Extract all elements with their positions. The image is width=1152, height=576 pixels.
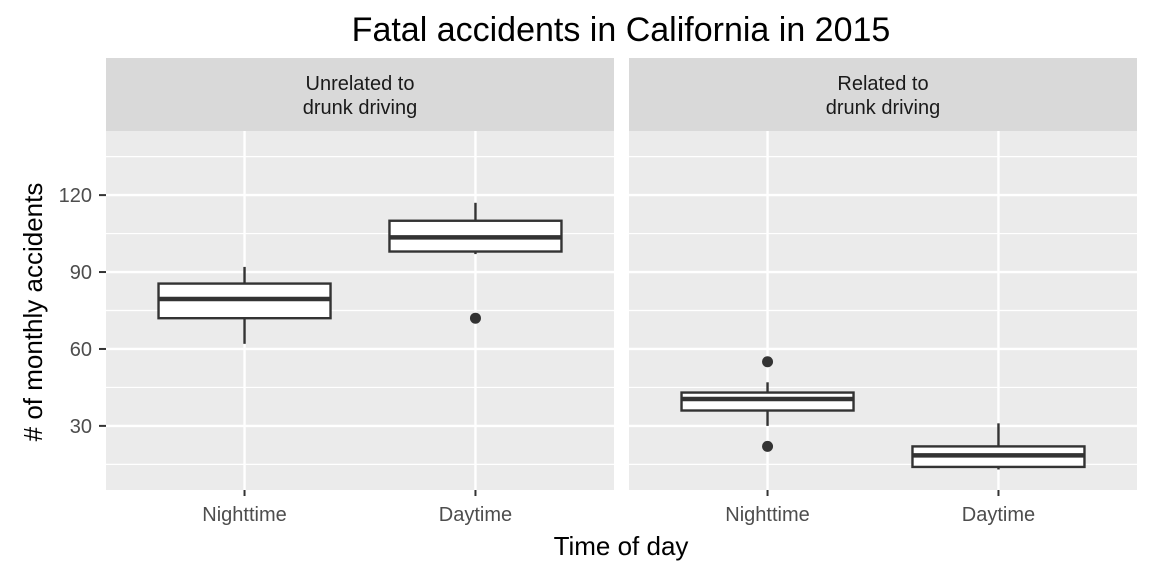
y-axis-title: # of monthly accidents [18, 183, 48, 442]
facet-strip [106, 58, 614, 131]
box-nighttime [157, 266, 332, 344]
outlier-point [762, 356, 774, 368]
x-tick-label: Daytime [439, 504, 512, 526]
outlier-point [762, 440, 774, 452]
box-iqr [680, 391, 855, 412]
y-tick-label: 120 [59, 185, 92, 207]
y-tick-label: 30 [70, 416, 92, 438]
x-tick-label: Daytime [962, 504, 1035, 526]
facet-strip-label: Unrelated to [306, 73, 415, 95]
chart-title: Fatal accidents in California in 2015 [352, 11, 891, 49]
y-tick-label: 60 [70, 339, 92, 361]
box-daytime [388, 202, 563, 324]
outlier-point [469, 312, 481, 324]
x-tick-label: Nighttime [202, 504, 286, 526]
facet-strip-label: drunk driving [826, 97, 941, 119]
x-tick-label: Nighttime [725, 504, 809, 526]
x-axis-title: Time of day [554, 531, 689, 561]
y-tick-label: 90 [70, 262, 92, 284]
box-nighttime [680, 356, 855, 452]
box-daytime [911, 423, 1086, 470]
facet-strip-label: Related to [837, 73, 928, 95]
facet-strip [629, 58, 1137, 131]
facet-strip-label: drunk driving [303, 97, 418, 119]
